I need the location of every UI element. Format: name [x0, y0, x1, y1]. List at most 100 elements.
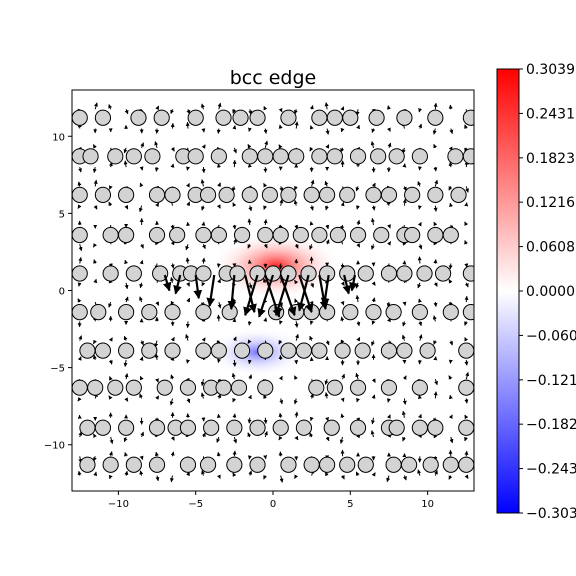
quiver-arrow	[139, 282, 144, 289]
quiver-arrow	[169, 475, 174, 483]
core-displacement-arrow	[257, 274, 275, 318]
quiver-arrow	[278, 124, 283, 129]
atom-marker	[349, 379, 367, 396]
quiver-arrow	[232, 397, 237, 403]
quiver-arrow	[247, 432, 252, 438]
colorbar-tick-label: 0.2431	[526, 106, 575, 122]
quiver-arrow	[201, 221, 206, 226]
quiver-arrow	[309, 335, 314, 341]
quiver-arrow	[464, 321, 468, 326]
quiver-arrow	[371, 378, 376, 383]
quiver-arrow	[217, 278, 221, 284]
colorbar-tick-label: −0.243	[526, 462, 576, 478]
quiver-arrow	[325, 239, 330, 245]
quiver-arrow	[294, 321, 299, 328]
quiver-arrow	[170, 374, 175, 380]
quiver-arrow	[356, 205, 360, 210]
quiver-arrow	[325, 436, 330, 442]
quiver-arrow	[263, 205, 267, 210]
quiver-arrow	[432, 128, 437, 135]
quiver-arrow	[355, 186, 360, 192]
quiver-arrow	[108, 474, 113, 480]
quiver-arrow	[464, 436, 468, 442]
quiver-arrow	[340, 413, 345, 418]
quiver-arrow	[465, 186, 469, 193]
quiver-arrow	[139, 166, 144, 171]
x-tick-label: −5	[188, 499, 203, 510]
quiver-arrow	[139, 296, 143, 303]
quiver-arrow	[201, 205, 205, 211]
atom-marker	[342, 109, 359, 126]
quiver-arrow	[185, 334, 190, 341]
atom-marker	[164, 303, 181, 321]
quiver-arrow	[371, 472, 376, 477]
quiver-arrow	[309, 105, 314, 110]
atom-marker	[396, 109, 413, 126]
quiver-arrow	[464, 221, 469, 226]
quiver-arrow	[371, 281, 376, 286]
atom-marker	[373, 226, 390, 244]
core-displacement-arrow	[320, 274, 330, 307]
quiver-arrow	[78, 335, 83, 341]
atom-marker	[148, 419, 166, 436]
atom-marker	[72, 186, 88, 203]
quiver-arrow	[371, 182, 376, 188]
quiver-arrow	[433, 340, 437, 345]
core-displacement-arrow	[274, 274, 290, 317]
atom-marker	[326, 109, 343, 126]
quiver-arrow	[340, 201, 345, 207]
quiver-arrow	[170, 109, 175, 115]
atom-marker	[164, 186, 181, 203]
quiver-arrow	[355, 471, 360, 476]
positive-field-peak	[211, 231, 342, 300]
quiver-arrow	[371, 417, 375, 425]
quiver-arrow	[93, 259, 97, 264]
quiver-arrow	[386, 127, 391, 132]
atom-marker	[94, 342, 112, 359]
quiver-arrow	[154, 353, 159, 360]
atom-marker	[458, 456, 474, 473]
atom-marker	[411, 379, 428, 396]
quiver-arrow	[77, 298, 82, 303]
quiver-arrow	[140, 431, 145, 438]
quiver-arrow	[309, 432, 314, 438]
quiver-arrow	[294, 435, 299, 441]
atom-marker	[249, 109, 266, 126]
atom-marker	[94, 186, 112, 203]
quiver-arrow	[279, 199, 284, 206]
atom-marker	[319, 456, 336, 473]
atom-marker	[210, 148, 227, 165]
y-tick-label: 0	[59, 287, 65, 298]
quiver-arrow	[341, 373, 346, 380]
atom-marker	[323, 419, 340, 436]
quiver-arrow	[278, 320, 283, 325]
quiver-arrow	[293, 199, 298, 206]
atom-marker	[419, 342, 436, 359]
atom-marker	[280, 186, 297, 203]
quiver-arrow	[248, 282, 253, 289]
quiver-arrow	[356, 124, 360, 130]
core-displacement-arrow	[173, 274, 182, 295]
quiver-arrow	[216, 436, 221, 443]
quiver-arrow	[123, 147, 128, 154]
quiver-arrow	[356, 243, 361, 248]
quiver-arrow	[371, 394, 376, 399]
quiver-arrow	[108, 337, 113, 342]
atom-marker	[210, 226, 227, 244]
quiver-arrow	[309, 244, 313, 250]
quiver-arrow	[170, 147, 175, 152]
quiver-arrow	[93, 433, 97, 438]
atom-marker	[462, 303, 474, 321]
quiver-arrow	[77, 397, 82, 402]
atom-marker	[380, 379, 398, 396]
x-tick-label: 10	[421, 499, 434, 510]
quiver-arrow	[434, 179, 439, 187]
quiver-arrow	[124, 109, 129, 115]
quiver-arrow	[402, 398, 407, 405]
quiver-arrow	[201, 128, 206, 133]
colorbar-tick-label: −0.182	[526, 417, 576, 433]
quiver-arrow	[263, 183, 268, 188]
quiver-arrow	[418, 123, 423, 129]
atom-marker	[118, 303, 135, 321]
